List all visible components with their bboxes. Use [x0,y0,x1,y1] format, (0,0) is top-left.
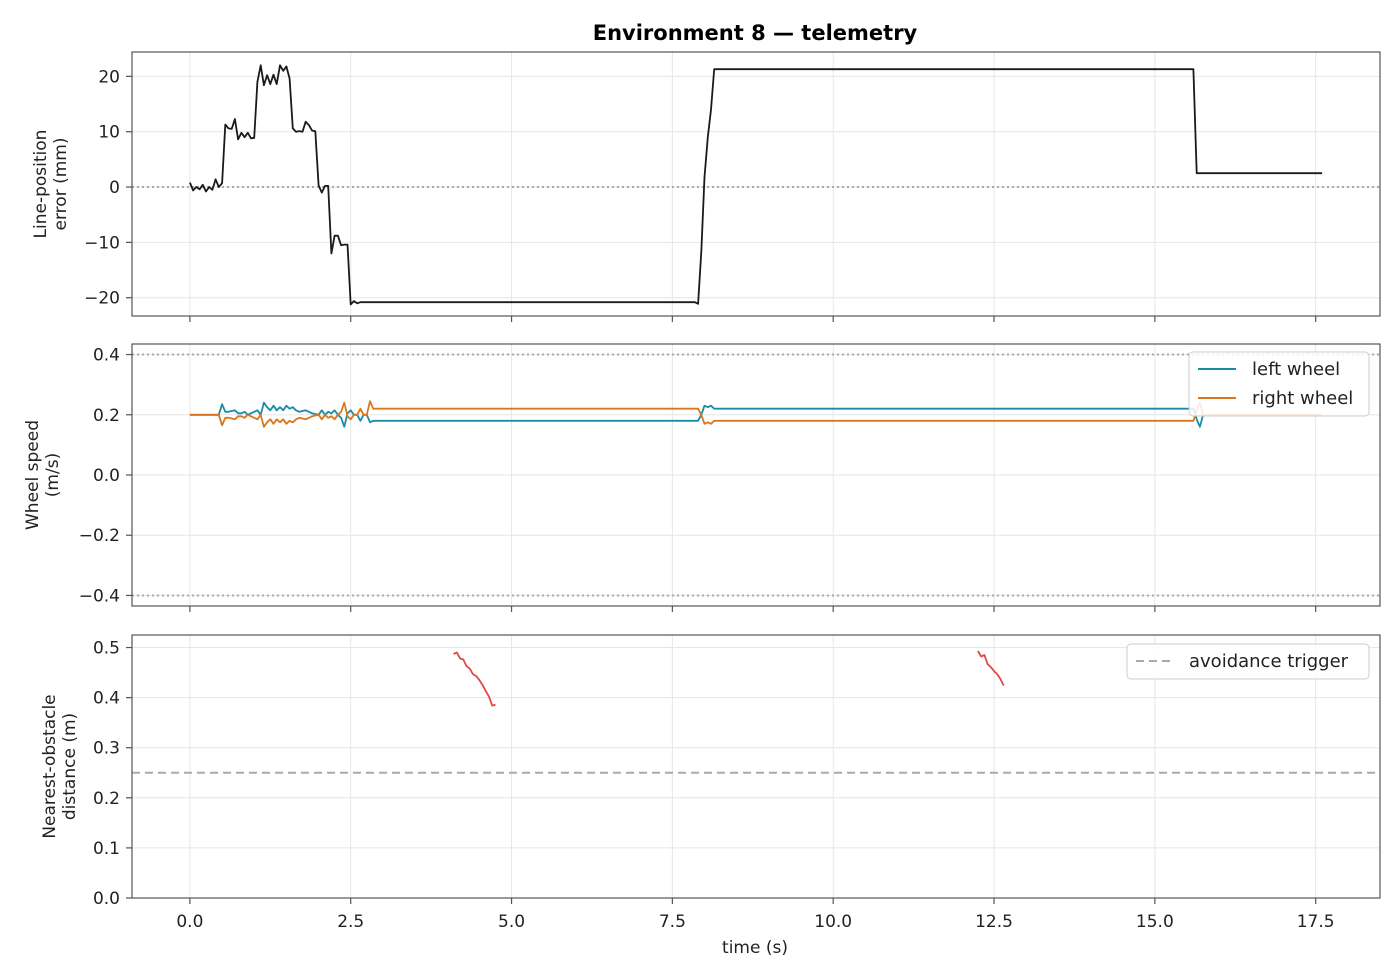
wheel-speed-panel: 0.4 0.2 0.0 −0.2 −0.4 Wheel speed(m/s) left wh… [23,343,1381,612]
y-axis-label-line: Line-position [31,130,51,239]
x-tick-label: 15.0 [1136,912,1174,932]
legend-box [1126,643,1370,680]
y-tick-label: −0.2 [79,526,120,546]
x-tick-label: 2.5 [337,912,364,932]
y-axis-label-line: Nearest-obstacle [40,694,60,838]
series-line-seg1 [453,651,496,707]
y-axis-label-line: distance (m) [60,713,80,820]
series-line-seg2 [977,650,1005,686]
x-tick-label: 0.0 [176,912,203,932]
legend-label-right-wheel: right wheel [1252,388,1353,409]
obstacle-distance-panel: 0.5 0.4 0.3 0.2 0.1 0.0 0.0 2.5 5.0 7.5 10.0 12.5 15… [40,634,1381,932]
y-tick-label: 0 [109,178,120,198]
y-tick-label: 0.2 [93,406,120,426]
x-tick-label: 7.5 [659,912,686,932]
y-tick-label: 0.1 [93,839,120,859]
y-tick-label: 0.4 [93,689,120,709]
y-tick-label: 0.3 [93,739,120,759]
y-tick-label: 20 [98,67,120,87]
y-tick-label: 10 [98,123,120,143]
x-tick-label: 5.0 [498,912,525,932]
y-tick-label: 0.2 [93,789,120,809]
y-tick-label: −20 [84,289,120,309]
legend-wheel-speed: left wheel right wheel [1188,351,1370,417]
y-axis-label-line: (m/s) [43,453,63,497]
x-tick-label: 12.5 [975,912,1013,932]
x-axis-label: time (s) [722,938,788,958]
plot-frame [131,51,1381,317]
series-line-right [189,400,1323,428]
x-tick-label: 17.5 [1297,912,1335,932]
y-axis-label: Wheel speed(m/s) [23,420,63,530]
y-tick-label: −0.4 [79,586,120,606]
legend-obstacle: avoidance trigger [1126,643,1370,680]
y-tick-label: 0.0 [93,466,120,486]
y-axis-label-line: error (mm) [51,138,71,231]
x-tick-label: 10.0 [814,912,852,932]
line-error-panel: 20 10 0 −10 −20 Line-positionerror (mm) [31,51,1381,322]
y-axis-label: Nearest-obstacledistance (m) [40,694,80,838]
series-line-left [189,401,1323,428]
y-tick-label: 0.0 [93,889,120,909]
legend-label-avoidance-trigger: avoidance trigger [1189,651,1349,672]
y-tick-label: 0.4 [93,346,120,366]
y-axis-label: Line-positionerror (mm) [31,130,71,239]
series-line-error [189,64,1323,306]
figure-title: Environment 8 — telemetry [593,21,918,45]
plot-frame [131,634,1381,899]
legend-label-left-wheel: left wheel [1252,359,1340,380]
y-tick-label: 0.5 [93,639,120,659]
y-axis-label-line: Wheel speed [23,420,43,530]
y-tick-label: −10 [84,233,120,253]
